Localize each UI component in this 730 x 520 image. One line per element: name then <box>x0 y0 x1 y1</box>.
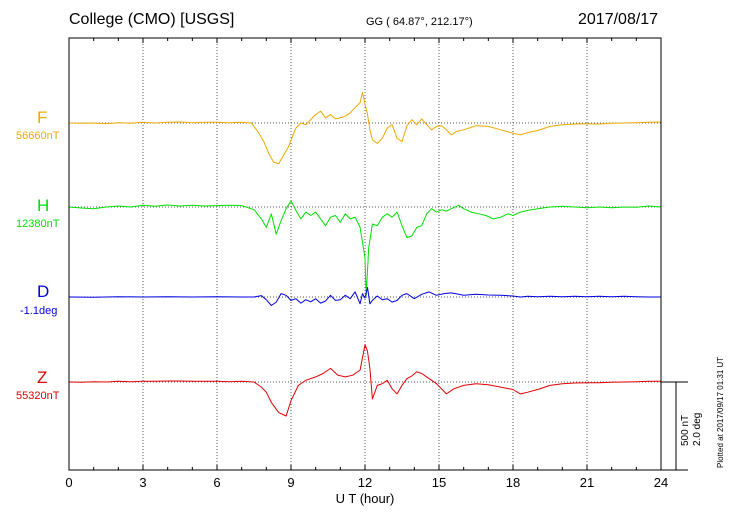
x-tick-label: 15 <box>432 475 446 490</box>
channel-z-baseline: 55320nT <box>16 390 60 402</box>
x-tick-label: 21 <box>580 475 594 490</box>
chart-gridlines <box>69 38 661 470</box>
scale-deg-label: 2.0 deg <box>692 412 703 446</box>
channel-h-baseline: 12380nT <box>16 218 60 230</box>
station-coords: GG ( 64.87°, 212.17°) <box>366 16 473 28</box>
plot-date: 2017/08/17 <box>578 11 659 28</box>
channel-z-label: Z <box>37 368 48 387</box>
station-title: College (CMO) [USGS] <box>69 11 235 28</box>
channel-f-baseline: 56660nT <box>16 130 60 142</box>
channel-d-baseline: -1.1deg <box>20 305 58 317</box>
channel-h-label: H <box>37 196 50 215</box>
x-tick-label: 3 <box>139 475 146 490</box>
channel-d-label: D <box>37 282 50 301</box>
x-tick-label: 0 <box>65 475 72 490</box>
series-f-line <box>68 91 662 165</box>
scale-bar <box>661 381 688 471</box>
x-tick-label: 24 <box>654 475 668 490</box>
chart-x-ticks: 0 3 6 9 12 15 18 21 24 <box>65 38 668 490</box>
channel-f-label: F <box>37 108 48 127</box>
chart-traces <box>68 91 662 417</box>
x-tick-label: 9 <box>287 475 294 490</box>
plotted-timestamp: Plotted at 2017/09/17 01:31 UT <box>716 356 725 468</box>
x-tick-label: 6 <box>213 475 220 490</box>
series-d-line <box>68 287 661 306</box>
x-tick-label: 12 <box>358 475 372 490</box>
x-axis-title: U T (hour) <box>336 491 395 506</box>
series-z-line <box>68 344 661 417</box>
scale-nt-label: 500 nT <box>680 414 691 446</box>
x-tick-label: 18 <box>506 475 520 490</box>
series-h-line <box>68 200 662 296</box>
